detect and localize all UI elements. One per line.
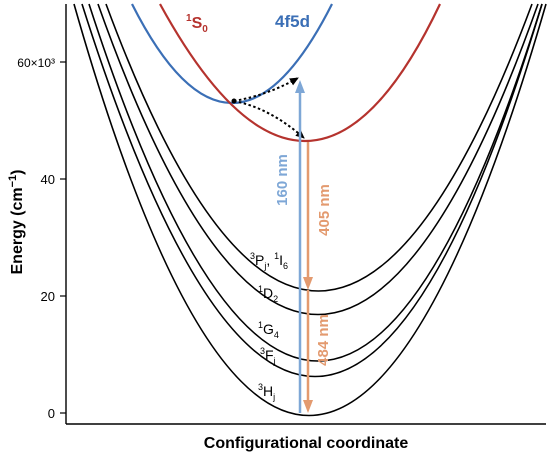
- y-axis-title: Energy (cm−1): [7, 169, 26, 274]
- label-1d2-sup: 1: [258, 284, 263, 294]
- label-1g4-sub: 4: [274, 330, 279, 340]
- curve-1d2: [97, 3, 539, 316]
- label-405nm: 405 nm: [316, 184, 333, 236]
- label-3fj-sub: j: [273, 356, 276, 366]
- curve-3hj: [73, 3, 547, 416]
- crossing-point: [231, 98, 237, 104]
- label-1g4-base: G: [263, 321, 274, 337]
- emission-arrowhead-405nm: [303, 277, 313, 290]
- relaxation-arrow-upper: [233, 77, 299, 102]
- label-3hj-sub: j: [272, 392, 275, 402]
- curve-3fj: [81, 3, 543, 377]
- y-axis-title-sup: −1: [7, 175, 19, 188]
- label-4f5d: 4f5d: [275, 12, 310, 31]
- curve-4f5d: [131, 3, 333, 105]
- label-1s0-sup: 1: [186, 13, 192, 24]
- label-3pj-sub: j: [263, 261, 266, 271]
- label-3hj-sup: 3: [258, 382, 263, 392]
- label-3hj: 3Hj: [258, 382, 275, 402]
- y-tick-label-40: 40: [41, 172, 55, 187]
- curve-1g4: [88, 3, 543, 362]
- label-3fj-base: F: [265, 347, 274, 363]
- curve-3pj-1i6: [105, 3, 533, 292]
- label-1d2: 1D2: [258, 284, 278, 304]
- absorption-arrowhead-160nm: [295, 80, 305, 93]
- label-3pj-base: P: [255, 252, 264, 268]
- label-3fj: 3Fj: [260, 346, 276, 366]
- label-3pj-sup: 3: [250, 251, 255, 261]
- y-tick-label-0: 0: [48, 406, 55, 421]
- label-1i6-base: I: [279, 252, 283, 268]
- label-3pj-sep: ,: [266, 252, 274, 268]
- label-484nm: 484 nm: [315, 314, 332, 366]
- label-1g4-sup: 1: [258, 320, 263, 330]
- label-3pj-1i6: 3Pj, 1I6: [250, 251, 288, 271]
- label-1d2-base: D: [263, 285, 273, 301]
- y-axis-title-main: Energy (cm: [9, 187, 26, 274]
- y-tick-label-60: 60×10³: [17, 56, 55, 70]
- y-axis-title-close: ): [9, 169, 26, 174]
- emission-arrowhead-484nm: [303, 400, 313, 413]
- label-1d2-sub: 2: [273, 294, 278, 304]
- label-1s0-base: S: [192, 15, 203, 32]
- label-1i6-sub: 6: [283, 261, 288, 271]
- label-3hj-base: H: [263, 383, 273, 399]
- relaxation-arrow-lower: [233, 100, 305, 139]
- label-3fj-sup: 3: [260, 346, 265, 356]
- curve-1s0: [159, 3, 441, 142]
- x-axis-title: Configurational coordinate: [204, 435, 409, 452]
- label-160nm: 160 nm: [274, 154, 291, 206]
- label-1s0: 1S0: [186, 13, 208, 35]
- y-tick-label-20: 20: [41, 289, 55, 304]
- label-1i6-sup: 1: [274, 251, 279, 261]
- label-1s0-sub: 0: [202, 24, 208, 35]
- label-1g4: 1G4: [258, 320, 279, 340]
